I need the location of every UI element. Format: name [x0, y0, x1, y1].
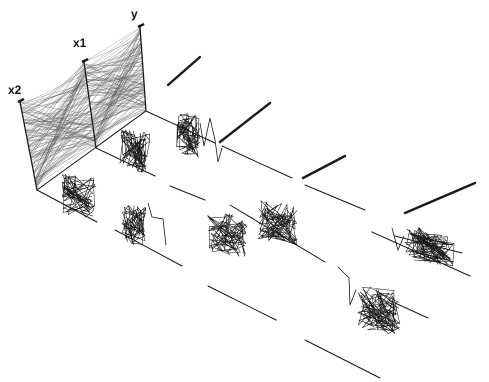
trace-diagonal	[403, 181, 477, 215]
base-line	[221, 145, 293, 179]
axis-labels: x2 x1 y	[8, 7, 138, 97]
trace-spike	[337, 266, 357, 306]
base-line	[304, 184, 366, 211]
trace-diagonal	[218, 101, 272, 144]
trace-block	[176, 113, 201, 158]
trace-diagonal	[301, 154, 347, 180]
trace-block	[121, 204, 147, 246]
base-line	[114, 229, 183, 267]
axis-x1	[83, 61, 97, 149]
base-line	[229, 204, 326, 263]
trace-block	[404, 227, 455, 267]
trace-block	[119, 129, 151, 173]
trace-diagonal	[166, 55, 202, 87]
base-line	[169, 185, 206, 201]
axis-x1-cap	[81, 57, 89, 64]
projected-panels	[36, 55, 477, 379]
trace-block	[207, 213, 248, 257]
axis-y-cap	[137, 22, 145, 29]
trace-spike	[391, 227, 405, 252]
base-line	[304, 339, 381, 379]
axis-label-x2: x2	[8, 83, 22, 97]
base-line	[394, 302, 429, 319]
axis-label-y: y	[131, 7, 138, 21]
axis-label-x1: x1	[73, 36, 87, 50]
base-line-back	[36, 110, 147, 191]
axis-x2	[19, 101, 38, 191]
trace-block	[257, 200, 299, 246]
axis-y	[139, 26, 147, 112]
base-line	[207, 285, 277, 321]
base-line	[95, 147, 156, 177]
trace-spike	[199, 117, 223, 163]
axis-x2-cap	[17, 97, 25, 104]
trace-block	[357, 286, 401, 335]
parallel-axes-group	[17, 22, 147, 191]
trace-block	[61, 173, 97, 218]
trace-spike	[147, 202, 167, 246]
